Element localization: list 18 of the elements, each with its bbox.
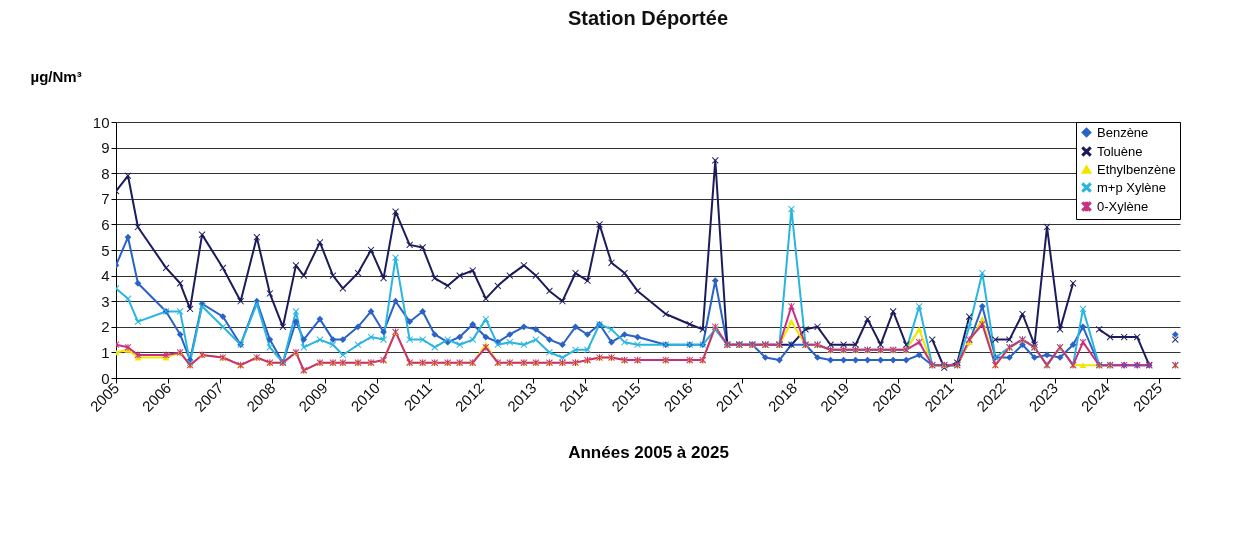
y-tick-label: 9	[101, 139, 110, 157]
y-tick-label: 3	[101, 292, 110, 310]
y-tick-label: 4	[101, 267, 110, 285]
legend-label: Benzène	[1097, 124, 1149, 140]
y-tick-label: 7	[101, 190, 110, 208]
legend-label: m+p Xylène	[1097, 179, 1167, 195]
legend-label: Ethylbenzène	[1097, 161, 1176, 177]
y-tick-label: 8	[101, 164, 110, 182]
legend-label: Toluène	[1097, 143, 1143, 159]
x-axis-title: Années 2005 à 2025	[568, 442, 729, 462]
y-tick-label: 5	[101, 241, 110, 259]
y-tick-label: 10	[92, 113, 110, 131]
y-tick-label: 1	[101, 343, 110, 361]
y-tick-label: 2	[101, 318, 110, 336]
chart-title: Station Déportée	[567, 7, 729, 29]
y-tick-label: 6	[101, 215, 110, 233]
y-axis-title: µg/Nm³	[30, 67, 82, 85]
legend-label: 0-Xylène	[1097, 198, 1149, 214]
